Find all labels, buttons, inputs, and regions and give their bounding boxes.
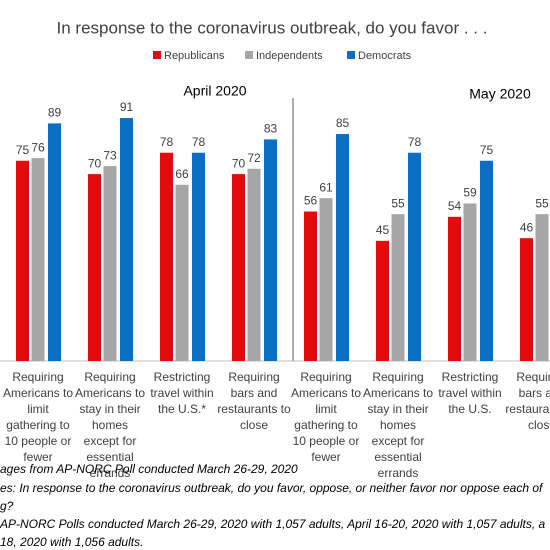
bar — [408, 152, 421, 361]
value-label: 75 — [16, 143, 30, 157]
value-label: 78 — [192, 135, 206, 149]
x-tick-label: Requiring Americans to limit gathering t… — [290, 370, 362, 464]
bar — [319, 198, 333, 361]
bar — [103, 166, 117, 361]
bar — [160, 152, 173, 361]
x-tick-label: Restricting travel within the U.S.* — [150, 370, 214, 416]
value-label: 59 — [463, 186, 477, 200]
bar — [535, 214, 549, 361]
value-label: 55 — [391, 196, 405, 210]
bar — [304, 211, 317, 361]
value-label: 89 — [48, 106, 62, 120]
x-tick-label: Requiring Americans to limit gathering t… — [2, 370, 74, 464]
value-label: 83 — [264, 122, 278, 136]
value-label: 45 — [376, 223, 390, 237]
x-tick-label: Requiring bars and restaurants to close — [505, 370, 550, 432]
legend-swatch — [245, 51, 253, 59]
group-label: April 2020 — [183, 83, 246, 99]
value-label: 76 — [31, 140, 45, 154]
x-tick-label: Requiring Americans to stay in their hom… — [74, 370, 146, 480]
value-label: 75 — [480, 143, 494, 157]
x-tick-label: Restricting travel within the U.S. — [438, 370, 502, 416]
value-label: 73 — [103, 148, 117, 162]
footnote: es: In response to the coronavirus outbr… — [0, 481, 543, 495]
bar — [31, 158, 45, 361]
bar — [16, 160, 29, 361]
value-label: 61 — [319, 180, 333, 194]
bar — [336, 134, 349, 361]
value-label: 72 — [247, 151, 261, 165]
x-tick-label: Requiring Americans to stay in their hom… — [362, 370, 434, 480]
value-label: 91 — [120, 100, 134, 114]
value-label: 54 — [448, 199, 462, 213]
bar — [232, 174, 245, 361]
value-label: 66 — [175, 167, 189, 181]
bar — [376, 240, 389, 361]
group-label: May 2020 — [469, 86, 531, 102]
legend-label: Independents — [256, 50, 323, 62]
value-label: 46 — [520, 220, 534, 234]
bar — [192, 152, 205, 361]
value-label: 55 — [535, 196, 549, 210]
chart-title: In response to the coronavirus outbreak,… — [57, 18, 488, 37]
value-label: 70 — [232, 156, 246, 170]
bar — [48, 123, 61, 362]
x-tick-label: Requiring bars and restaurants to close — [217, 370, 291, 432]
legend-label: Republicans — [164, 50, 225, 62]
bar — [175, 184, 189, 361]
value-label: 85 — [336, 116, 350, 130]
footnote: AP-NORC Polls conducted March 26-29, 202… — [0, 517, 546, 531]
bar — [448, 216, 461, 361]
value-label: 56 — [304, 194, 318, 208]
footnote: ages from AP-NORC Poll conducted March 2… — [0, 462, 298, 476]
value-label: 78 — [160, 135, 174, 149]
bar — [480, 160, 493, 361]
bar — [88, 174, 101, 361]
footnote: 18, 2020 with 1,056 adults. — [0, 535, 144, 549]
legend-label: Democrats — [358, 50, 412, 62]
footnote: g? — [0, 499, 14, 513]
value-label: 70 — [88, 156, 102, 170]
bar — [391, 214, 405, 361]
bar — [520, 238, 533, 361]
legend-swatch — [347, 51, 355, 59]
legend-swatch — [153, 51, 161, 59]
value-label: 78 — [408, 135, 422, 149]
bar — [463, 203, 477, 361]
bar — [264, 139, 277, 361]
bar — [247, 168, 261, 361]
bar — [120, 118, 133, 361]
